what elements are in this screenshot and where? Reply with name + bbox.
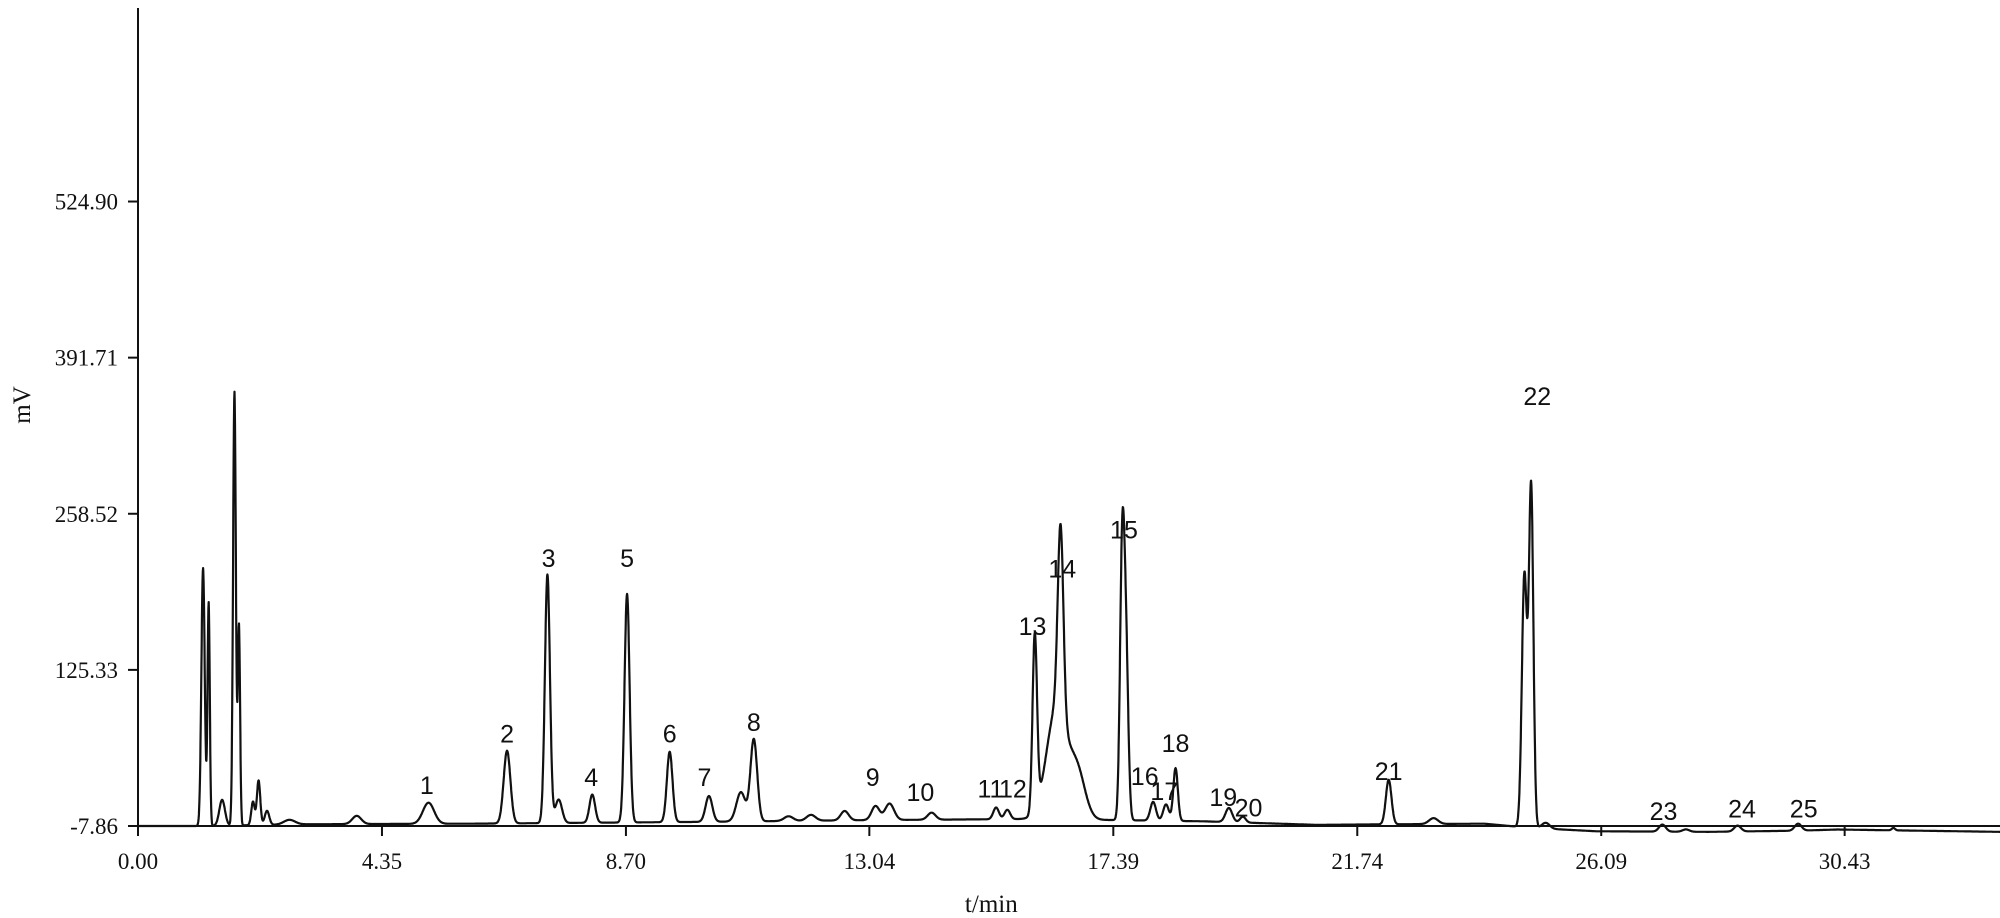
peak-label: 16: [1131, 763, 1159, 791]
peak-label: 19: [1209, 784, 1237, 812]
peak-label: 6: [663, 721, 677, 749]
x-axis-title: t/min: [965, 891, 1018, 918]
peak-label: 23: [1650, 798, 1678, 826]
peak-label: 17: [1150, 778, 1178, 806]
peak-label: 20: [1235, 794, 1263, 822]
x-tick-label: 17.39: [1087, 849, 1139, 874]
peak-label: 14: [1048, 555, 1076, 583]
y-tick-label: 258.52: [55, 502, 118, 527]
peak-label: 21: [1375, 758, 1403, 786]
peak-label: 18: [1162, 730, 1190, 758]
y-tick-label: 125.33: [55, 658, 118, 683]
peak-label: 24: [1728, 796, 1756, 824]
chromatogram-trace: [137, 390, 2000, 833]
x-tick-label: 13.04: [843, 849, 895, 874]
x-tick-label: 8.70: [606, 849, 646, 874]
peak-label: 22: [1523, 383, 1551, 411]
x-tick-label: 30.43: [1819, 849, 1871, 874]
y-tick-label: -7.86: [70, 814, 118, 839]
peak-label: 4: [584, 764, 598, 792]
y-tick-label: 391.71: [55, 346, 118, 371]
peak-label: 13: [1019, 613, 1047, 641]
peak-label: 5: [620, 545, 634, 573]
peak-label: 9: [866, 764, 880, 792]
x-tick-label: 26.09: [1575, 849, 1627, 874]
x-ticks: 0.00 4.35 8.70 13.04 17.39 21.74 26.09 30.43: [118, 826, 1871, 874]
peak-label: 25: [1790, 796, 1818, 824]
peak-label: 1: [420, 772, 434, 800]
peak-label: 15: [1110, 517, 1138, 545]
peak-label: 8: [747, 709, 761, 737]
y-ticks: -7.86 125.33 258.52 391.71 524.90: [55, 190, 138, 839]
x-tick-label: 4.35: [362, 849, 402, 874]
peak-label: 7: [697, 764, 711, 792]
peak-label: 2: [500, 721, 514, 749]
x-tick-label: 21.74: [1331, 849, 1383, 874]
y-tick-label: 524.90: [55, 190, 118, 215]
axes: [137, 8, 2000, 827]
peak-label: 12: [999, 776, 1027, 804]
peak-label: 11: [978, 776, 1004, 804]
y-axis-title: mV: [9, 386, 36, 424]
peak-label: 10: [906, 779, 934, 807]
peak-label: 3: [542, 545, 556, 573]
x-tick-label: 0.00: [118, 849, 158, 874]
